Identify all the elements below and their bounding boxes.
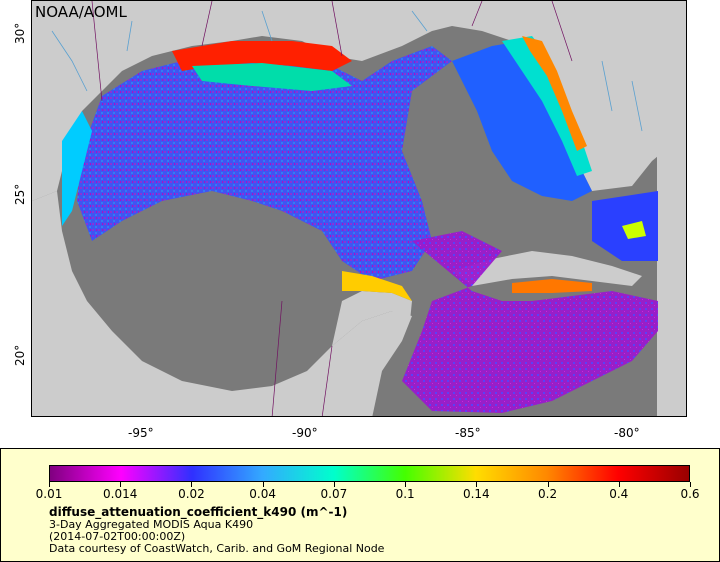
data-florida-shelf <box>452 41 592 201</box>
x-tick-90: -90° <box>292 426 318 440</box>
colorbar-label: 0.07 <box>320 487 348 501</box>
colorbar-tick <box>690 482 691 487</box>
colorbar-tick <box>547 482 549 487</box>
colorbar-tick <box>191 482 193 487</box>
y-tick-20: 20° <box>13 344 27 366</box>
land-east <box>657 1 686 416</box>
y-tick-30: 30° <box>13 22 27 44</box>
y-tick-25: 25° <box>13 183 27 205</box>
x-tick-80: -80° <box>614 426 640 440</box>
colorbar-label: 0.6 <box>680 487 700 501</box>
legend-dataset: 3-Day Aggregated MODIS Aqua K490 <box>49 518 254 531</box>
rivers <box>51 10 643 132</box>
legend-date: (2014-07-02T00:00:00Z) <box>49 530 186 543</box>
legend-panel: 0.01 0.014 0.02 0.04 0.07 0.1 0.14 0.2 0.4 0.6 di… <box>0 448 720 562</box>
data-caribbean <box>402 231 658 413</box>
data-mississippi-plume <box>172 41 352 71</box>
data-texas-coast <box>62 111 92 226</box>
map-panel[interactable] <box>31 0 687 417</box>
land-cuba <box>452 251 642 286</box>
attribution-label: NOAA/AOML <box>35 3 127 21</box>
colorbar-label: 0.04 <box>249 487 277 501</box>
legend-credit: Data courtesy of CoastWatch, Carib. and … <box>49 542 385 555</box>
data-cuba-coast <box>512 279 592 293</box>
colorbar <box>49 465 690 482</box>
colorbar-tick <box>120 482 122 487</box>
colorbar-tick <box>49 482 50 487</box>
colorbar-tick <box>618 482 620 487</box>
colorbar-label: 0.14 <box>462 487 490 501</box>
x-tick-95: -95° <box>128 426 154 440</box>
land-yucatan <box>332 291 412 346</box>
colorbar-label: 0.01 <box>35 487 63 501</box>
data-yucatan-shelf <box>342 271 412 301</box>
data-gulf <box>77 46 452 281</box>
x-tick-85: -85° <box>455 426 481 440</box>
colorbar-label: 0.02 <box>178 487 205 501</box>
colorbar-tick <box>405 482 407 487</box>
colorbar-tick <box>333 482 335 487</box>
state-borders <box>91 1 573 416</box>
colorbar-label: 0.014 <box>103 487 138 501</box>
colorbar-label: 0.2 <box>538 487 558 501</box>
land-mexico <box>32 191 412 416</box>
colorbar-label: 0.4 <box>609 487 629 501</box>
colorbar-tick <box>262 482 264 487</box>
colorbar-label: 0.1 <box>395 487 415 501</box>
colorbar-tick <box>476 482 478 487</box>
legend-variable: diffuse_attenuation_coefficient_k490 (m^… <box>49 505 348 519</box>
map-canvas <box>32 1 686 416</box>
